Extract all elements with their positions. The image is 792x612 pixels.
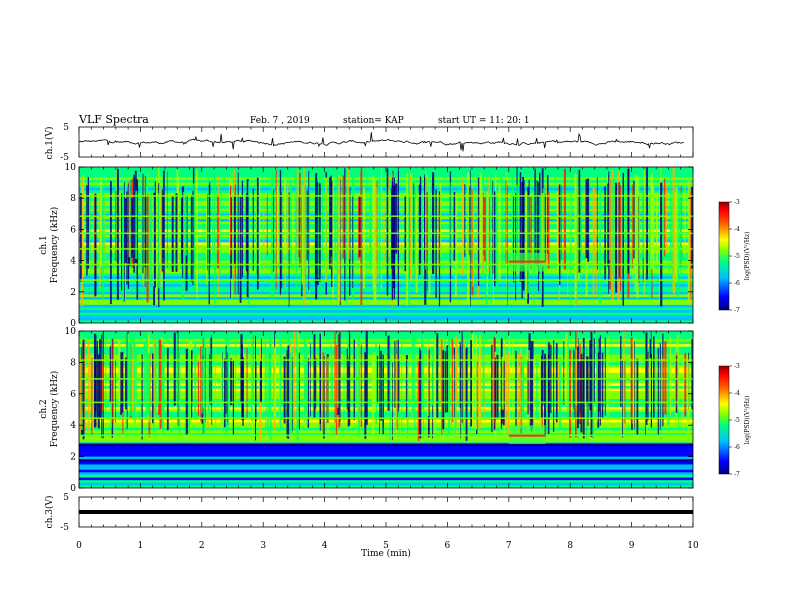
time-tick-label: 4: [322, 541, 328, 551]
date-label: Feb. 7 , 2019: [250, 116, 310, 126]
ch2-colorbar-label: log(PSD)(V²/Hz): [744, 396, 751, 445]
ch3-ytick-bottom: -5: [60, 523, 69, 533]
station-label: station= KAP: [343, 116, 404, 126]
freq-tick-label: 4: [70, 257, 76, 267]
colorbar-tick-label: -4: [734, 390, 740, 397]
freq-tick-label: 2: [70, 288, 76, 298]
time-tick-label: 7: [506, 541, 512, 551]
freq-tick-label: 10: [65, 327, 77, 337]
freq-tick-label: 6: [70, 390, 76, 400]
freq-tick-label: 8: [70, 358, 76, 368]
colorbar-tick-label: -3: [734, 363, 740, 370]
time-tick-label: 10: [687, 541, 699, 551]
ch1-voltage-panel: 5 -5 ch.1(V): [44, 123, 694, 163]
time-tick-label: 3: [260, 541, 266, 551]
ch1-spectrogram-ylabel-channel: ch.1: [39, 235, 49, 254]
freq-tick-label: 8: [70, 194, 76, 204]
ch1-ytick-bottom: -5: [60, 153, 69, 163]
ch3-voltage-ylabel: ch.3(V): [44, 496, 55, 529]
colorbar-tick-label: -4: [734, 226, 740, 233]
colorbar-tick-label: -5: [734, 417, 740, 424]
freq-tick-label: 2: [70, 453, 76, 463]
colorbar-tick-label: -3: [734, 199, 740, 206]
ch1-voltage-trace: [78, 132, 684, 152]
ch2-colorbar: [718, 365, 730, 475]
freq-tick-label: 10: [65, 163, 77, 173]
ch3-voltage-panel: 5 -5 ch.3(V): [44, 493, 694, 533]
freq-tick-label: 4: [70, 421, 76, 431]
ch1-ytick-top: 5: [63, 123, 69, 133]
freq-tick-label: 6: [70, 225, 76, 235]
ch2-spectrogram-ylabel-channel: ch.2: [39, 399, 49, 418]
time-tick-label: 0: [76, 541, 82, 551]
time-tick-label: 1: [138, 541, 144, 551]
time-tick-label: 2: [199, 541, 205, 551]
ch2-spectrogram-ylabel-frequency: Frequency (kHz): [49, 371, 60, 448]
colorbar-tick-label: -6: [734, 444, 740, 451]
ch1-spectrogram-image: [79, 167, 693, 323]
colorbar-tick-label: -7: [734, 307, 740, 314]
colorbar-tick-label: -7: [734, 471, 740, 478]
freq-tick-label: 0: [70, 319, 76, 329]
figure-title: VLF Spectra: [78, 113, 149, 126]
start-time-label: start UT = 11: 20: 1: [438, 116, 530, 126]
ch1-spectrogram-ylabel-frequency: Frequency (kHz): [49, 207, 60, 284]
time-tick-label: 6: [445, 541, 451, 551]
time-tick-label: 5: [383, 541, 389, 551]
time-tick-label: 8: [567, 541, 573, 551]
time-axis-label: Time (min): [361, 548, 411, 559]
freq-tick-label: 0: [70, 484, 76, 494]
ch1-voltage-ylabel: ch.1(V): [44, 127, 55, 160]
time-tick-label: 9: [629, 541, 635, 551]
ch1-colorbar: [718, 201, 730, 311]
colorbar-tick-label: -5: [734, 253, 740, 260]
ch3-ytick-top: 5: [63, 493, 69, 503]
ch2-spectrogram-image: [79, 331, 693, 488]
colorbar-tick-label: -6: [734, 280, 740, 287]
ch1-colorbar-label: log(PSD)(V²/Hz): [744, 232, 751, 281]
time-axis: 0 1 2 3 4 5 6 7 8 9 10: [76, 127, 699, 551]
